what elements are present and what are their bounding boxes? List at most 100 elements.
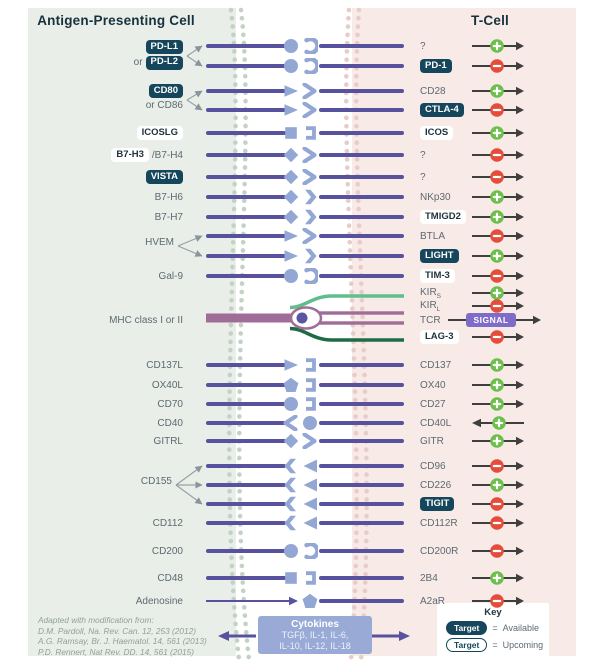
cd48-2b4-receptor-line [319, 576, 404, 580]
cd70-cd27-receptor-bracket-icon [302, 396, 318, 412]
gitrl-gitr-label-gitr: GITR [420, 435, 444, 447]
citation-line: D.M. Pardoll, Na. Rev. Can. 12, 253 (201… [38, 625, 197, 636]
lag-3-label-lag-3: LAG-3 [420, 330, 459, 344]
cd70-cd27-label-cd70: CD70 [157, 398, 183, 410]
cd40-cd40l-stimulatory-indicator [472, 413, 524, 433]
cd155-cd96-receptor-trileft-icon [302, 458, 318, 474]
kir-l-inhibitory-indicator [472, 296, 524, 316]
cd200-cd200r-receptor-label: CD200R [420, 542, 458, 560]
kir-l-receptor-label: KIRL [420, 297, 440, 315]
cd155-cd96-receptor-line [319, 464, 404, 468]
b7h3-unknown-ligand-diamond-icon [283, 147, 299, 163]
b7h7-tmigd2-ligand-diamond-icon [283, 209, 299, 225]
citation-line: Adapted with modification from: [38, 615, 154, 625]
hvem-btla-receptor-vee-icon [302, 227, 318, 245]
cd155-cd96-ligand-chevtail-icon [283, 458, 299, 474]
b7h6-nkp30-receptor-line [319, 195, 404, 199]
adenosine-a2ar-inhibitory-indicator [472, 591, 524, 611]
cd40-cd40l-ligand-label: CD40 [157, 414, 183, 432]
cd155-tigit-receptor-label: TIGIT [420, 495, 455, 513]
cd155-tigit-receptor-line [319, 502, 404, 506]
b7h7-tmigd2-receptor-line [319, 215, 404, 219]
cd112-cd112r-receptor-trileft-icon [302, 515, 318, 531]
gitrl-gitr-ligand-line [206, 439, 286, 443]
cd155-tigit-receptor-trileft-icon [302, 496, 318, 512]
cd155-tigit-label-tigit: TIGIT [420, 497, 455, 511]
b7h7-tmigd2-stimulatory-indicator [472, 207, 524, 227]
cd86-ctla4-ligand-line [206, 108, 286, 112]
cd80-cd28-stimulatory-indicator [472, 81, 524, 101]
cd155-label-cd155: CD155 [140, 476, 172, 487]
cd48-2b4-ligand-label: CD48 [157, 569, 183, 587]
pd-l2-receptor-crescent-icon [302, 56, 320, 76]
b7h6-nkp30-stimulatory-indicator [472, 187, 524, 207]
cd200-cd200r-label-cd200r: CD200R [420, 545, 459, 557]
gitrl-gitr-receptor-vee-icon [302, 432, 318, 450]
b7h6-nkp30-ligand-line [206, 195, 286, 199]
cd112-cd112r-label-cd112: CD112 [152, 517, 183, 529]
cd86-ctla4-ligand-triangle-icon [283, 102, 299, 118]
gitrl-gitr-stimulatory-indicator [472, 431, 524, 451]
b7h6-nkp30-receptor-label: NKp30 [420, 188, 451, 206]
cd86-ctla4-inhibitory-indicator [472, 100, 524, 120]
ox40l-ox40-receptor-label: OX40 [420, 376, 446, 394]
cd137l-cd137-ligand-triangle-icon [283, 357, 299, 373]
vista-unknown-receptor-vee-icon [302, 168, 318, 186]
b7h6-nkp30-ligand-diamond-icon [283, 189, 299, 205]
adenosine-a2ar-ligand-label: Adenosine [136, 592, 183, 610]
cd112-cd112r-inhibitory-indicator [472, 513, 524, 533]
cd112-cd112r-ligand-line [206, 521, 286, 525]
icoslg-icos-ligand-label: ICOSLG [136, 124, 183, 142]
cd155-cd96-label-cd96: CD96 [420, 460, 446, 472]
cd80-cd28-receptor-label: CD28 [420, 82, 446, 100]
hvem-btla-inhibitory-indicator [472, 226, 524, 246]
pd-l1-pd-l2-label-or: or [133, 57, 143, 69]
cd70-cd27-ligand-line [206, 402, 286, 406]
pd-l1-pd-l2-group-label-line: or PD-L2 [133, 55, 183, 70]
gitrl-gitr-receptor-line [319, 439, 404, 443]
pd-l2-ligand-circle-icon [283, 58, 299, 74]
pd-l1-receptor-label: ? [420, 37, 426, 55]
gal9-tim3-receptor-crescent-icon [302, 266, 320, 286]
cd155-cd96-inhibitory-indicator [472, 456, 524, 476]
hvem-light-label-light: LIGHT [420, 249, 459, 263]
cd40-cd40l-ligand-veer-icon [283, 414, 299, 432]
gitrl-gitr-receptor-label: GITR [420, 432, 444, 450]
cd155-cd96-ligand-line [206, 464, 286, 468]
pd-l2-inhibitory-indicator [472, 56, 524, 76]
b7h3-unknown-label-b7-h3: B7-H3 [111, 148, 149, 162]
icoslg-icos-stimulatory-indicator [472, 123, 524, 143]
target-upcoming-badge: Target [446, 638, 488, 653]
ox40l-ox40-ligand-line [206, 383, 286, 387]
icoslg-icos-receptor-label: ICOS [420, 124, 454, 142]
hvem-light-receptor-label: LIGHT [420, 247, 459, 265]
cd70-cd27-receptor-line [319, 402, 404, 406]
cd200-cd200r-ligand-circle-icon [283, 543, 299, 559]
cd137l-cd137-stimulatory-indicator [472, 355, 524, 375]
icoslg-icos-receptor-line [319, 131, 404, 135]
icoslg-icos-label-icoslg: ICOSLG [136, 126, 183, 140]
cytokines-box: Cytokines TGFβ, IL-1, IL-6, IL-10, IL-12… [258, 616, 372, 654]
adenosine-a2ar-receptor-label: A2aR [420, 592, 445, 610]
mhc-tcr-receptor-label: TCR [420, 311, 441, 329]
cd80-cd86-label-cd80: CD80 [148, 84, 183, 98]
apc-title: Antigen-Presenting Cell [37, 13, 195, 28]
cd155-group-label: CD155 [141, 476, 172, 487]
b7h3-unknown-label-b7-h4: /B7-H4 [151, 149, 183, 161]
cd112-cd112r-receptor-line [319, 521, 404, 525]
cd200-cd200r-ligand-label: CD200 [152, 542, 183, 560]
hvem-btla-ligand-line [206, 234, 286, 238]
hvem-light-stimulatory-indicator [472, 246, 524, 266]
cd155-cd226-receptor-trileft-icon [302, 477, 318, 493]
key-available-label: Available [502, 623, 539, 634]
cd155-cd96-receptor-label: CD96 [420, 457, 446, 475]
hvem-light-ligand-triangle-icon [283, 248, 299, 264]
apc-panel [28, 8, 236, 656]
cd48-2b4-label-cd48: CD48 [157, 572, 183, 584]
icoslg-icos-label-icos: ICOS [420, 126, 454, 140]
b7h3-unknown-receptor-vee-icon [302, 146, 318, 164]
vista-unknown-ligand-diamond-icon [283, 169, 299, 185]
ox40l-ox40-receptor-line [319, 383, 404, 387]
hvem-group-label-line: HVEM [145, 237, 174, 248]
cd137l-cd137-label-cd137l: CD137L [146, 359, 183, 371]
